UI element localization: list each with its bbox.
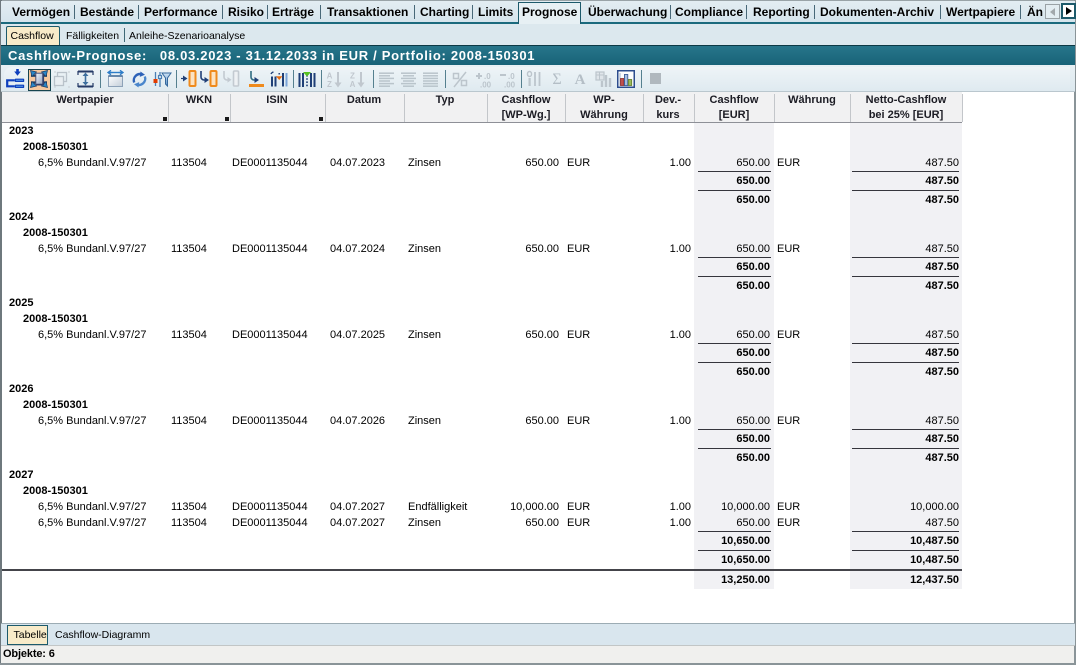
- svg-text:Z: Z: [327, 80, 332, 88]
- svg-text:Z: Z: [350, 71, 355, 80]
- svg-text:.0: .0: [484, 72, 491, 81]
- svg-text:.0: .0: [508, 72, 515, 81]
- svg-text:A: A: [327, 71, 333, 80]
- svg-text:.00: .00: [480, 80, 492, 88]
- svg-text:Σ: Σ: [552, 71, 561, 88]
- svg-text:.00: .00: [504, 80, 516, 88]
- svg-text:A: A: [350, 80, 356, 88]
- svg-text:A: A: [575, 72, 586, 88]
